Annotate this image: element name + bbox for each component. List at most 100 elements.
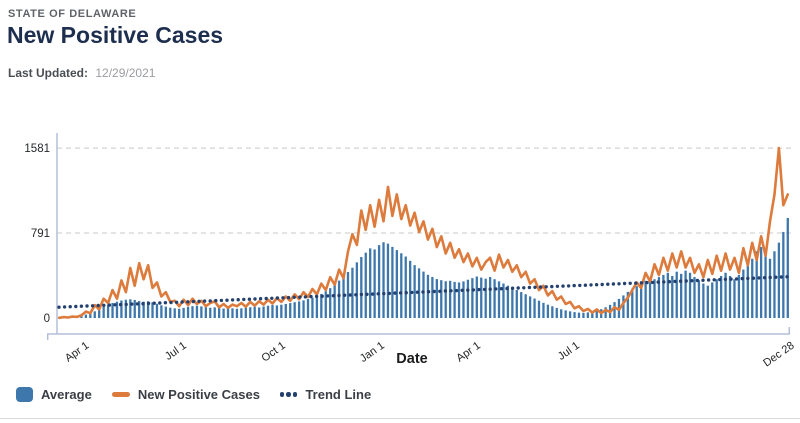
average-bar[interactable]	[497, 281, 501, 318]
average-bar[interactable]	[466, 279, 470, 318]
average-bar[interactable]	[364, 252, 367, 318]
average-bar[interactable]	[257, 307, 261, 318]
average-bar[interactable]	[324, 291, 327, 318]
average-bar[interactable]	[160, 305, 163, 318]
average-bar[interactable]	[515, 289, 518, 318]
average-bar[interactable]	[564, 310, 567, 318]
average-bar[interactable]	[493, 279, 496, 318]
average-bar[interactable]	[755, 251, 758, 318]
average-bar[interactable]	[315, 296, 319, 318]
average-bar[interactable]	[657, 277, 661, 318]
average-bar[interactable]	[449, 280, 452, 318]
average-bar[interactable]	[786, 217, 789, 318]
average-bar[interactable]	[346, 272, 350, 318]
average-bar[interactable]	[560, 309, 563, 318]
average-bar[interactable]	[595, 310, 598, 318]
average-bar[interactable]	[648, 282, 652, 318]
average-bar[interactable]	[222, 308, 225, 318]
average-bar[interactable]	[244, 307, 247, 318]
average-bar[interactable]	[195, 305, 199, 318]
average-bar[interactable]	[440, 280, 443, 318]
average-bar[interactable]	[702, 283, 705, 318]
average-bar[interactable]	[84, 314, 88, 318]
average-bar[interactable]	[724, 272, 727, 318]
average-bar[interactable]	[453, 281, 456, 318]
average-bar[interactable]	[759, 246, 763, 318]
average-bar[interactable]	[746, 264, 749, 318]
average-bar[interactable]	[462, 281, 465, 318]
average-bar[interactable]	[240, 308, 243, 318]
average-bar[interactable]	[719, 275, 723, 318]
average-bar[interactable]	[333, 284, 336, 318]
average-bar[interactable]	[409, 260, 412, 318]
average-bar[interactable]	[164, 306, 167, 318]
average-bar[interactable]	[528, 296, 532, 318]
average-bar[interactable]	[355, 262, 359, 318]
average-bar[interactable]	[200, 306, 203, 318]
average-bar[interactable]	[382, 242, 385, 318]
average-bar[interactable]	[373, 249, 376, 318]
average-bar[interactable]	[631, 288, 634, 318]
average-bar[interactable]	[400, 253, 403, 318]
average-bar[interactable]	[764, 255, 767, 318]
average-bar[interactable]	[471, 278, 474, 318]
average-bar[interactable]	[684, 270, 687, 318]
average-bar[interactable]	[506, 285, 510, 318]
average-bar[interactable]	[653, 279, 656, 318]
average-bar[interactable]	[226, 307, 230, 318]
average-bar[interactable]	[102, 306, 105, 318]
average-bar[interactable]	[697, 280, 701, 318]
average-bar[interactable]	[249, 307, 252, 318]
average-bar[interactable]	[480, 277, 483, 318]
average-bar[interactable]	[262, 306, 265, 319]
average-bar[interactable]	[586, 312, 590, 318]
average-bar[interactable]	[742, 269, 745, 318]
average-bar[interactable]	[533, 298, 536, 318]
average-bar[interactable]	[431, 276, 434, 318]
average-bar[interactable]	[568, 311, 572, 318]
average-bar[interactable]	[737, 274, 741, 318]
average-bar[interactable]	[577, 312, 581, 318]
new-positive-cases-line[interactable]	[57, 146, 790, 320]
average-bar[interactable]	[89, 313, 92, 318]
average-bar[interactable]	[98, 308, 101, 318]
average-bar[interactable]	[124, 299, 128, 318]
average-bar[interactable]	[293, 302, 296, 318]
average-bar[interactable]	[693, 277, 696, 318]
average-bar[interactable]	[680, 273, 683, 318]
average-bar[interactable]	[666, 272, 669, 318]
average-bar[interactable]	[284, 303, 287, 318]
average-bar[interactable]	[417, 268, 421, 318]
average-bar[interactable]	[235, 308, 239, 318]
average-bar[interactable]	[129, 299, 132, 318]
average-bar[interactable]	[306, 298, 310, 318]
average-bar[interactable]	[675, 271, 678, 318]
average-bar[interactable]	[271, 305, 274, 318]
average-bar[interactable]	[715, 279, 718, 318]
new-positive-cases-chart[interactable]: 0 791 1581 Apr 1 Jul 1 Oct 1 Jan 1 Apr 1 Jul 1 De…	[0, 120, 800, 378]
average-bar[interactable]	[231, 308, 234, 318]
average-bar[interactable]	[218, 308, 221, 318]
average-bar[interactable]	[204, 307, 207, 318]
average-bar[interactable]	[311, 297, 314, 318]
average-bar[interactable]	[773, 251, 776, 318]
average-bar[interactable]	[369, 248, 372, 318]
average-bar[interactable]	[488, 277, 492, 318]
average-bar[interactable]	[342, 276, 345, 318]
average-bar[interactable]	[582, 312, 585, 318]
average-bar[interactable]	[191, 306, 194, 318]
average-bar[interactable]	[386, 243, 390, 318]
average-bar[interactable]	[151, 302, 154, 318]
average-bar[interactable]	[426, 274, 430, 318]
average-bar[interactable]	[751, 258, 754, 318]
average-bar[interactable]	[542, 302, 545, 318]
average-bar[interactable]	[475, 276, 478, 318]
legend-item-trend-line[interactable]: Trend Line	[279, 387, 371, 402]
average-bar[interactable]	[404, 256, 407, 318]
average-bar[interactable]	[173, 308, 176, 318]
average-bar[interactable]	[360, 256, 363, 318]
average-bar[interactable]	[120, 300, 123, 318]
average-bar[interactable]	[457, 282, 461, 318]
average-bar[interactable]	[706, 285, 709, 318]
average-bar[interactable]	[613, 302, 616, 318]
